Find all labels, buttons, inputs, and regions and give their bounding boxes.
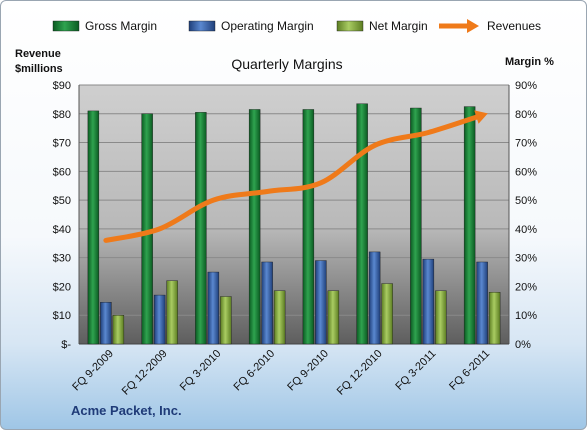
left-axis-title-line1: Revenue [15, 48, 61, 60]
revenue-line-arrowhead [474, 110, 488, 124]
bars-layer [87, 103, 501, 345]
gross-margin-bar [302, 109, 315, 345]
net-margin-bar [381, 283, 393, 345]
net-margin-bar [273, 290, 286, 345]
right-tick-label: 90% [515, 80, 537, 92]
right-tick-label: 0% [515, 339, 531, 351]
revenue-line [103, 112, 485, 243]
x-tick-label: FQ 3-2011 [393, 348, 438, 393]
legend-net-margin: Net Margin [336, 19, 428, 33]
left-tick-label: $50 [53, 195, 71, 207]
x-axis-ticks: FQ 9-2009 FQ 12-2009 FQ 3-2010 FQ 6-2010 FQ … [70, 348, 492, 398]
legend-arrowhead [467, 19, 479, 33]
left-tick-label: $30 [53, 253, 71, 265]
operating-margin-bar [153, 294, 166, 345]
gross-margin-bar [248, 109, 261, 345]
gross-margin-bar [463, 106, 476, 345]
left-tick-label: $40 [53, 224, 71, 236]
legend-label: Gross Margin [85, 19, 157, 33]
left-axis-ticks: $- $10 $20 $30 $40 $50 $60 $70 $80 $90 [53, 80, 72, 351]
right-tick-label: 80% [515, 109, 537, 121]
operating-margin-bar [315, 260, 327, 345]
x-tick-label: FQ 6-2010 [232, 348, 278, 394]
revenue-line-layer [103, 110, 488, 243]
left-tick-label: $80 [53, 109, 71, 121]
right-tick-label: 40% [515, 224, 537, 236]
right-tick-label: 20% [515, 281, 537, 293]
net-margin-bar [435, 290, 447, 345]
operating-margin-bar [100, 302, 112, 345]
legend-label: Revenues [487, 19, 541, 33]
operating-margin-bar [476, 261, 488, 345]
gross-margin-bar [195, 112, 207, 345]
x-tick-label: FQ 6-2011 [447, 348, 492, 393]
right-tick-label: 70% [515, 138, 537, 150]
net-margin-bar [166, 280, 178, 345]
net-margin-bar [327, 290, 340, 345]
right-tick-label: 10% [515, 310, 537, 322]
legend-revenues: Revenues [439, 19, 541, 33]
right-tick-label: 50% [515, 195, 537, 207]
legend-label: Net Margin [369, 19, 428, 33]
x-tick-label: FQ 12-2009 [120, 348, 170, 398]
legend-swatch [336, 20, 364, 32]
right-axis-title: Margin % [505, 56, 554, 68]
left-tick-label: $60 [53, 166, 71, 178]
x-tick-label: FQ 12-2010 [335, 348, 385, 398]
legend-label: Operating Margin [221, 19, 314, 33]
legend-swatch [52, 20, 80, 32]
net-margin-bar [112, 315, 125, 345]
operating-margin-bar [422, 258, 435, 345]
gross-margin-bar [410, 107, 422, 345]
right-axis-ticks: 0% 10% 20% 30% 40% 50% 60% 70% 80% 90% [515, 80, 537, 351]
net-margin-bar [488, 292, 501, 345]
x-tick-label: FQ 9-2010 [285, 348, 331, 394]
gross-margin-bar [87, 110, 100, 345]
footer-company: Acme Packet, Inc. [71, 403, 182, 418]
right-tick-label: 30% [515, 253, 537, 265]
left-axis-title-line2: $millions [15, 63, 63, 75]
legend-gross-margin: Gross Margin [52, 19, 157, 33]
legend-operating-margin: Operating Margin [188, 19, 314, 33]
left-tick-label: $- [61, 339, 71, 351]
gross-margin-bar [356, 103, 368, 345]
left-tick-label: $70 [53, 138, 71, 150]
legend-swatch [188, 20, 216, 32]
chart-title: Quarterly Margins [231, 56, 342, 72]
x-tick-label: FQ 3-2010 [178, 348, 224, 394]
net-margin-bar [220, 296, 232, 345]
left-tick-label: $10 [53, 310, 71, 322]
left-tick-label: $20 [53, 281, 71, 293]
left-tick-label: $90 [53, 80, 71, 92]
x-tick-label: FQ 9-2009 [70, 348, 116, 394]
gross-margin-bar [141, 113, 153, 345]
legend: Gross Margin Operating Margin Net Margin Re… [52, 19, 541, 33]
right-tick-label: 60% [515, 166, 537, 178]
operating-margin-bar [207, 271, 220, 345]
operating-margin-bar [261, 261, 273, 345]
operating-margin-bar [368, 251, 381, 345]
